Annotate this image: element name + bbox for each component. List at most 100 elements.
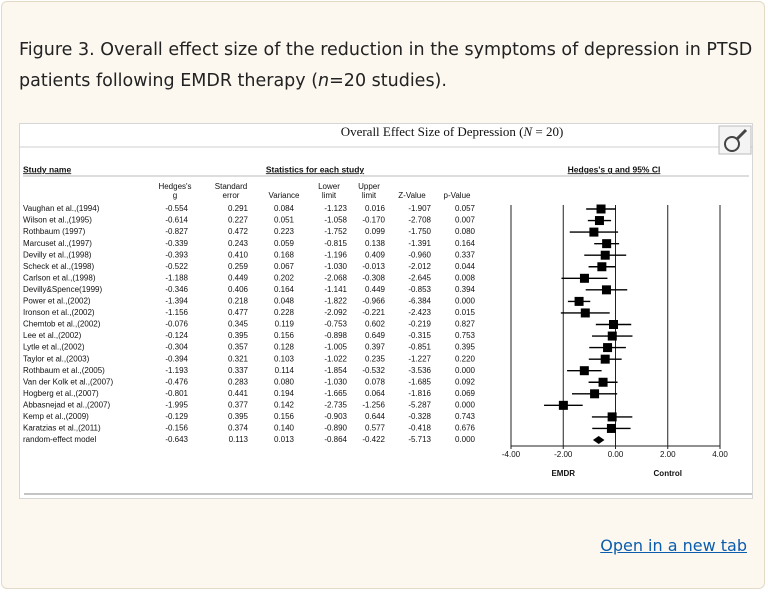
table-cell: -2.423 [408,308,431,317]
table-cell: 0.008 [455,273,476,282]
study-name: Kemp et al.,(2009) [23,412,89,421]
column-header: p-Value [444,191,472,200]
table-cell: 0.069 [455,389,476,398]
table-cell: 0.577 [365,424,386,433]
table-cell: -0.418 [408,424,431,433]
table-cell: -1.822 [324,297,347,306]
table-cell: 0.397 [365,343,386,352]
table-cell: 0.753 [455,331,476,340]
table-cell: 0.259 [228,262,249,271]
study-name: Van der Kolk et al.,(2007) [23,377,113,386]
column-header: Hedges's [158,182,191,191]
figure-caption: Figure 3. Overall effect size of the red… [19,35,759,97]
effect-size-marker [597,262,607,272]
forest-plot-figure: Overall Effect Size of Depression (N = 2… [19,123,753,499]
study-name: Lee et al.,(2002) [23,331,82,340]
table-cell: 0.099 [365,227,386,236]
table-cell: -1.854 [324,366,347,375]
table-cell: -2.068 [324,273,347,282]
table-cell: 0.202 [274,273,295,282]
table-cell: -1.665 [324,389,347,398]
table-cell: -0.966 [362,297,385,306]
table-cell: -0.346 [165,285,188,294]
table-cell: 0.449 [228,273,249,282]
table-cell: -1.227 [408,354,431,363]
effect-size-marker [580,308,590,318]
table-cell: 0.227 [228,216,249,225]
table-cell: -2.012 [408,262,431,271]
table-cell: -1.123 [324,204,347,213]
table-cell: 0.114 [275,366,295,375]
table-cell: -0.903 [324,412,347,421]
table-cell: -2.092 [324,308,347,317]
table-cell: 0.113 [229,435,249,444]
study-name: Rothbaum (1997) [23,227,86,236]
study-name: Karatzias et al.,(2011) [23,424,101,433]
table-cell: 0.472 [228,227,249,236]
table-cell: -1.141 [324,285,347,294]
table-cell: 0.164 [274,285,295,294]
table-cell: -0.801 [165,389,188,398]
table-cell: 0.409 [365,250,386,259]
x-tick-label: -2.00 [554,450,573,459]
study-name: Carlson et al.,(1998) [23,273,96,282]
figure-title: Overall Effect Size of Depression (N = 2… [341,124,564,139]
table-cell: 0.000 [455,400,476,409]
effect-size-marker [596,204,606,214]
table-cell: 0.345 [228,320,249,329]
table-cell: 0.064 [365,389,386,398]
table-cell: 0.051 [274,216,295,225]
table-cell: -1.750 [408,227,431,236]
figure-background [19,123,753,499]
title-text: Overall Effect Size of Depression ( [341,124,524,139]
study-name: Abbasnejad et al.,(2007) [23,400,111,409]
table-cell: -1.156 [165,308,188,317]
title-italic: N [522,124,533,139]
table-cell: -0.328 [408,412,431,421]
table-cell: 0.321 [228,354,249,363]
effect-size-marker [607,331,617,341]
table-cell: -0.304 [165,343,188,352]
table-cell: 0.477 [228,308,249,317]
table-cell: -0.221 [362,308,385,317]
table-cell: 0.235 [365,354,386,363]
table-cell: 0.156 [274,412,295,421]
table-cell: 0.000 [455,366,476,375]
column-header: Lower [318,182,340,191]
column-header: limit [362,191,377,200]
table-cell: 0.007 [455,216,476,225]
table-cell: -1.394 [165,297,188,306]
table-cell: 0.084 [274,204,295,213]
table-cell: 0.164 [455,239,476,248]
table-cell: -0.156 [165,424,188,433]
table-cell: 0.676 [455,424,476,433]
table-cell: -0.124 [165,331,188,340]
table-cell: 0.080 [455,227,476,236]
table-cell: 0.394 [455,285,476,294]
effect-size-marker [590,389,600,399]
study-name: random-effect model [23,435,96,444]
table-cell: -0.864 [324,435,347,444]
favours-label: Control [654,469,682,478]
table-cell: -0.554 [165,204,188,213]
table-cell: 0.395 [228,331,249,340]
table-cell: 0.357 [228,343,249,352]
effect-size-marker [600,250,610,260]
open-in-new-tab-link[interactable]: Open in a new tab [600,536,747,555]
effect-size-marker [603,343,613,353]
table-cell: 0.140 [274,424,295,433]
effect-size-marker [594,216,604,226]
table-cell: -0.890 [324,424,347,433]
table-cell: 0.441 [228,389,249,398]
study-name: Devilly&Spence(1999) [23,285,102,294]
table-cell: -6.384 [408,297,431,306]
table-cell: 0.103 [274,354,295,363]
table-cell: -0.960 [408,250,431,259]
table-cell: -0.308 [362,273,385,282]
table-cell: -0.851 [408,343,431,352]
effect-size-marker [606,423,616,433]
table-cell: -1.907 [408,204,431,213]
study-name: Taylor et al.,(2003) [23,354,90,363]
table-cell: 0.044 [455,262,476,271]
study-name: Scheck et al.,(1998) [23,262,94,271]
